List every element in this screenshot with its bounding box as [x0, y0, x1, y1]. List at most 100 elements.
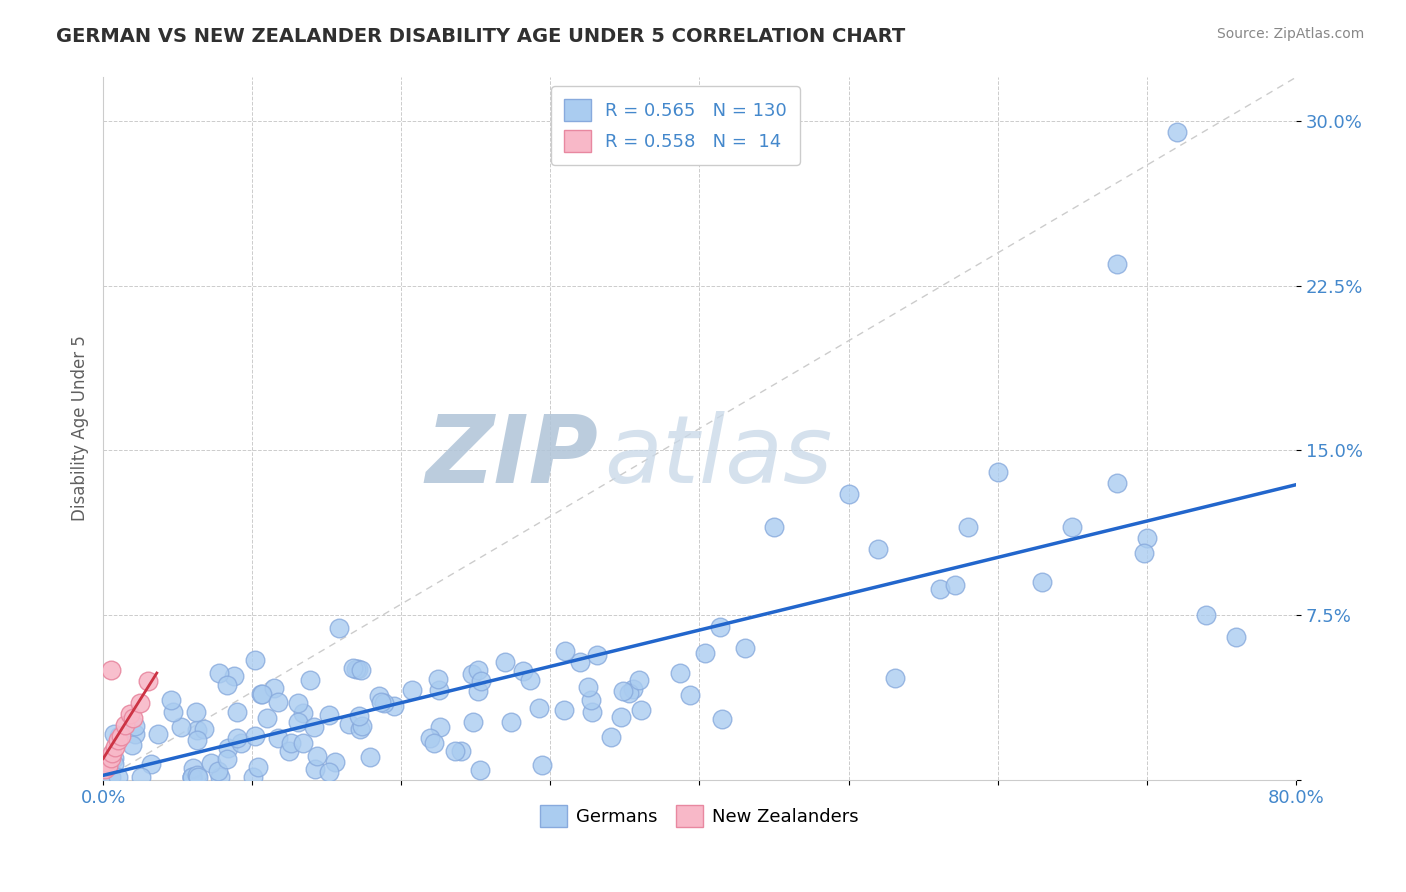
- Point: [426, 673, 449, 687]
- Point: [359, 749, 381, 764]
- Point: [217, 752, 239, 766]
- Point: [323, 756, 346, 770]
- Point: [467, 663, 489, 677]
- Point: [531, 757, 554, 772]
- Point: [444, 744, 467, 758]
- Point: [370, 695, 392, 709]
- Point: [160, 693, 183, 707]
- Point: [148, 727, 170, 741]
- Point: [108, 729, 131, 743]
- Point: [200, 756, 222, 770]
- Point: [461, 715, 484, 730]
- Point: [305, 748, 328, 763]
- Point: [247, 759, 270, 773]
- Point: [245, 729, 267, 743]
- Point: [114, 718, 136, 732]
- Point: [304, 720, 326, 734]
- Point: [693, 646, 716, 660]
- Point: [124, 727, 146, 741]
- Point: [121, 738, 143, 752]
- Point: [107, 733, 129, 747]
- Point: [368, 689, 391, 703]
- Point: [245, 653, 267, 667]
- Text: atlas: atlas: [605, 411, 832, 502]
- Point: [554, 643, 576, 657]
- Point: [1166, 125, 1188, 139]
- Legend: Germans, New Zealanders: Germans, New Zealanders: [533, 797, 866, 834]
- Point: [709, 620, 731, 634]
- Point: [328, 621, 350, 635]
- Text: GERMAN VS NEW ZEALANDER DISABILITY AGE UNDER 5 CORRELATION CHART: GERMAN VS NEW ZEALANDER DISABILITY AGE U…: [56, 27, 905, 45]
- Point: [208, 771, 231, 785]
- Point: [610, 710, 633, 724]
- Point: [579, 693, 602, 707]
- Point: [669, 665, 692, 680]
- Point: [429, 720, 451, 734]
- Point: [419, 731, 441, 745]
- Point: [100, 750, 122, 764]
- Text: ZIP: ZIP: [425, 410, 598, 502]
- Point: [585, 648, 607, 663]
- Point: [350, 719, 373, 733]
- Point: [208, 665, 231, 680]
- Point: [110, 729, 132, 743]
- Point: [129, 771, 152, 785]
- Point: [186, 733, 208, 747]
- Point: [1136, 531, 1159, 545]
- Point: [181, 771, 204, 785]
- Point: [382, 698, 405, 713]
- Point: [373, 696, 395, 710]
- Point: [710, 712, 733, 726]
- Point: [100, 771, 122, 785]
- Point: [494, 655, 516, 669]
- Point: [225, 705, 247, 719]
- Point: [1062, 520, 1084, 534]
- Point: [581, 705, 603, 719]
- Point: [337, 716, 360, 731]
- Point: [1105, 257, 1128, 271]
- Point: [460, 667, 482, 681]
- Point: [943, 578, 966, 592]
- Point: [186, 723, 208, 738]
- Point: [1195, 608, 1218, 623]
- Y-axis label: Disability Age Under 5: Disability Age Under 5: [72, 335, 89, 522]
- Point: [600, 731, 623, 745]
- Point: [250, 688, 273, 702]
- Point: [427, 682, 450, 697]
- Point: [181, 771, 204, 785]
- Point: [287, 715, 309, 730]
- Point: [679, 688, 702, 702]
- Point: [956, 520, 979, 534]
- Point: [617, 686, 640, 700]
- Point: [93, 762, 115, 776]
- Point: [868, 542, 890, 557]
- Point: [499, 715, 522, 730]
- Point: [162, 705, 184, 719]
- Point: [928, 582, 950, 596]
- Point: [470, 673, 492, 688]
- Point: [1133, 546, 1156, 560]
- Point: [344, 662, 367, 676]
- Point: [627, 673, 650, 687]
- Point: [217, 678, 239, 692]
- Point: [217, 741, 239, 756]
- Point: [423, 736, 446, 750]
- Point: [467, 684, 489, 698]
- Point: [292, 736, 315, 750]
- Point: [630, 703, 652, 717]
- Point: [94, 755, 117, 769]
- Point: [263, 681, 285, 695]
- Point: [242, 771, 264, 785]
- Point: [231, 736, 253, 750]
- Point: [401, 682, 423, 697]
- Point: [100, 663, 122, 677]
- Point: [568, 655, 591, 669]
- Point: [512, 664, 534, 678]
- Point: [280, 736, 302, 750]
- Point: [987, 466, 1010, 480]
- Point: [267, 695, 290, 709]
- Point: [349, 722, 371, 736]
- Point: [519, 673, 541, 687]
- Point: [267, 731, 290, 745]
- Point: [277, 744, 299, 758]
